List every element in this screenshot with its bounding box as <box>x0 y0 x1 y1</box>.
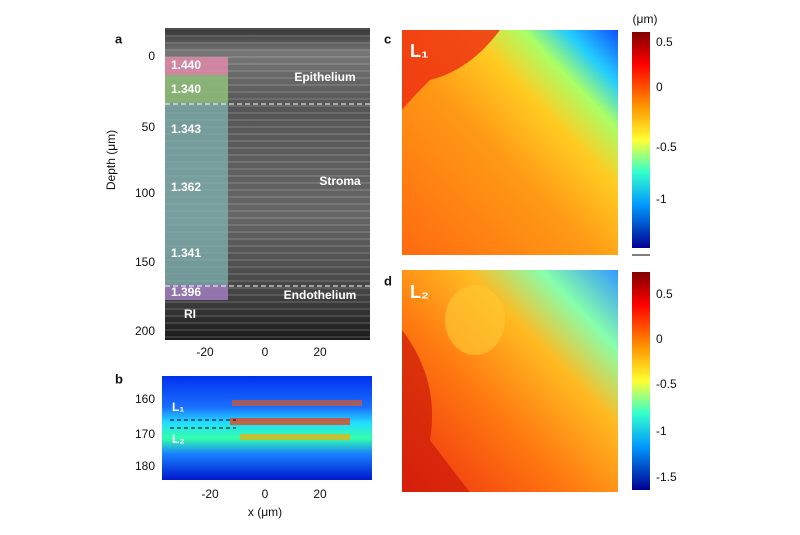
x-tick-label: 20 <box>313 487 327 501</box>
layer-value: 1.396 <box>171 285 201 299</box>
map-blob <box>402 30 500 110</box>
unit-label: (μm) <box>633 12 658 26</box>
panel-letter: d <box>384 273 392 288</box>
map-blob <box>445 285 505 355</box>
layer-band <box>165 75 228 103</box>
layer-value: 1.343 <box>171 122 201 136</box>
panel-letter: a <box>115 31 123 46</box>
colorbar-tick-label: -1.5 <box>656 470 677 484</box>
y-tick-label: 180 <box>135 459 155 473</box>
layer-value: 1.440 <box>171 58 201 72</box>
map-label: L₁ <box>410 41 428 61</box>
layer-value: 1.341 <box>171 246 201 260</box>
colorbar <box>632 272 650 490</box>
colorbar-tick-label: 0.5 <box>656 35 673 49</box>
panel-letter: c <box>384 31 391 46</box>
y-tick-label: 200 <box>135 324 155 338</box>
intensity-map <box>162 376 372 480</box>
colorbar-tick-label: 0 <box>656 332 663 346</box>
x-tick-label: 0 <box>262 487 269 501</box>
intensity-streak <box>232 400 362 406</box>
y-tick-label: 0 <box>148 49 155 63</box>
layer-band <box>165 285 228 300</box>
y-axis-label: Depth (μm) <box>104 130 118 190</box>
map-label: L₂ <box>410 282 429 302</box>
layer-band <box>165 103 228 285</box>
x-tick-label: -20 <box>201 487 219 501</box>
colorbar-tick-label: -0.5 <box>656 140 677 154</box>
line-label: L₁ <box>172 400 184 414</box>
x-tick-label: 20 <box>313 345 327 359</box>
colorbar-tick-label: 0.5 <box>656 287 673 301</box>
x-axis-label: x (μm) <box>248 505 282 519</box>
intensity-streak <box>240 434 350 440</box>
intensity-streak <box>230 418 350 425</box>
line-label: L₂ <box>172 432 185 446</box>
layer-value: 1.362 <box>171 180 201 194</box>
layer-caption: RI <box>184 307 196 321</box>
x-tick-label: 0 <box>262 345 269 359</box>
map-blob <box>402 330 470 492</box>
colorbar <box>632 32 650 248</box>
region-label: Epithelium <box>294 70 355 84</box>
colorbar-tick-label: -0.5 <box>656 377 677 391</box>
y-tick-label: 160 <box>135 392 155 406</box>
layer-band <box>165 57 228 75</box>
panel-letter: b <box>115 371 123 386</box>
y-tick-label: 170 <box>135 427 155 441</box>
colorbar-tick-label: -1 <box>656 192 667 206</box>
y-tick-label: 150 <box>135 255 155 269</box>
colorbar-tick-label: -1 <box>656 424 667 438</box>
region-label: Stroma <box>319 174 361 188</box>
y-tick-label: 50 <box>142 120 156 134</box>
x-tick-label: -20 <box>196 345 214 359</box>
region-label: Endothelium <box>284 288 357 302</box>
colorbar-tick-label: 0 <box>656 80 663 94</box>
layer-value: 1.340 <box>171 82 201 96</box>
y-tick-label: 100 <box>135 186 155 200</box>
